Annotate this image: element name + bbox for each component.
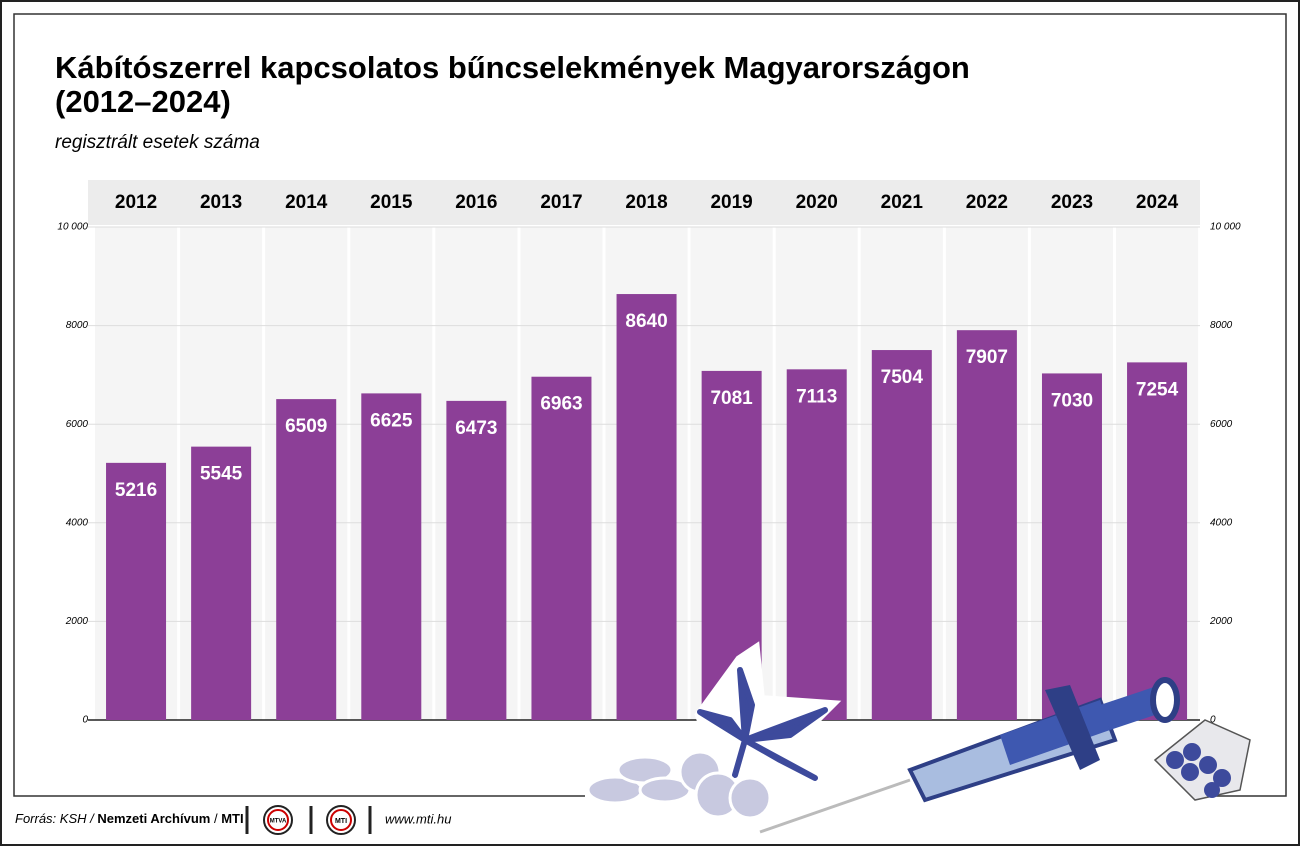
y2-tick-label: 6000: [1210, 419, 1233, 430]
value-label: 6473: [455, 418, 497, 439]
y2-tick-label: 4000: [1210, 517, 1233, 528]
bar: [531, 376, 592, 720]
source-text: /: [214, 811, 218, 826]
bar: [786, 369, 847, 720]
bar: [276, 399, 337, 720]
bar: [616, 294, 677, 720]
source-text: Nemzeti Archívum: [97, 811, 210, 826]
value-label: 6963: [540, 394, 582, 415]
value-label: 8640: [625, 311, 667, 332]
logo: [330, 809, 352, 831]
value-label: 7081: [710, 388, 753, 409]
value-label: 5216: [115, 480, 157, 501]
chart-subtitle: regisztrált esetek száma: [55, 132, 260, 153]
footer-source: Forrás: KSH / Nemzeti Archívum / MTI: [15, 811, 244, 826]
logo-text: MTI: [335, 818, 347, 825]
value-label: 7254: [1136, 379, 1179, 400]
x-tick-label: 2023: [1051, 192, 1093, 213]
x-tick-label: 2013: [200, 192, 242, 213]
bar: [191, 446, 252, 720]
x-tick-label: 2021: [881, 192, 924, 213]
x-tick-label: 2016: [455, 192, 497, 213]
y-tick-label: 0: [82, 715, 88, 726]
source-text: Forrás: KSH /: [15, 811, 95, 826]
logo: [267, 809, 289, 831]
x-tick-label: 2018: [625, 192, 667, 213]
value-label: 6509: [285, 416, 327, 437]
plot: 0 0 2000 2000 4000 4000 6000 6000 8000 8000 10 000…: [57, 192, 1241, 726]
bar: [106, 462, 167, 720]
illustration: [585, 641, 1251, 834]
y-tick-label: 6000: [66, 419, 89, 430]
bar: [871, 350, 932, 720]
x-tick-label: 2015: [370, 192, 413, 213]
y-tick-label: 2000: [65, 616, 89, 627]
value-label: 6625: [370, 410, 413, 431]
value-label: 7907: [966, 347, 1008, 368]
chart-title: (2012–2024): [55, 84, 231, 119]
x-tick-label: 2014: [285, 192, 328, 213]
y-tick-label: 10 000: [57, 222, 88, 233]
x-tick-label: 2019: [710, 192, 752, 213]
footer-url: www.mti.hu: [385, 811, 451, 826]
bar: [361, 393, 422, 720]
y2-tick-label: 10 000: [1210, 222, 1241, 233]
value-label: 7030: [1051, 390, 1093, 411]
y-tick-label: 4000: [66, 517, 89, 528]
value-label: 5545: [200, 464, 243, 485]
x-tick-label: 2017: [540, 192, 582, 213]
bar: [1041, 373, 1102, 720]
value-label: 7504: [881, 367, 924, 388]
source-text: MTI: [221, 811, 243, 826]
bar: [956, 330, 1017, 720]
value-label: 7113: [796, 386, 837, 407]
x-tick-label: 2024: [1136, 192, 1179, 213]
logo-text: MTVA: [270, 819, 287, 825]
bar: [446, 400, 507, 720]
y-tick-label: 8000: [66, 320, 89, 331]
y2-tick-label: 0: [1210, 715, 1216, 726]
x-tick-label: 2020: [796, 192, 838, 213]
header-band: [88, 180, 1200, 225]
bar: [1127, 362, 1188, 720]
y2-tick-label: 8000: [1210, 320, 1233, 331]
y2-tick-label: 2000: [1209, 616, 1233, 627]
x-tick-label: 2012: [115, 192, 157, 213]
chart-title: Kábítószerrel kapcsolatos bűncselekménye…: [55, 50, 970, 85]
x-tick-label: 2022: [966, 192, 1008, 213]
